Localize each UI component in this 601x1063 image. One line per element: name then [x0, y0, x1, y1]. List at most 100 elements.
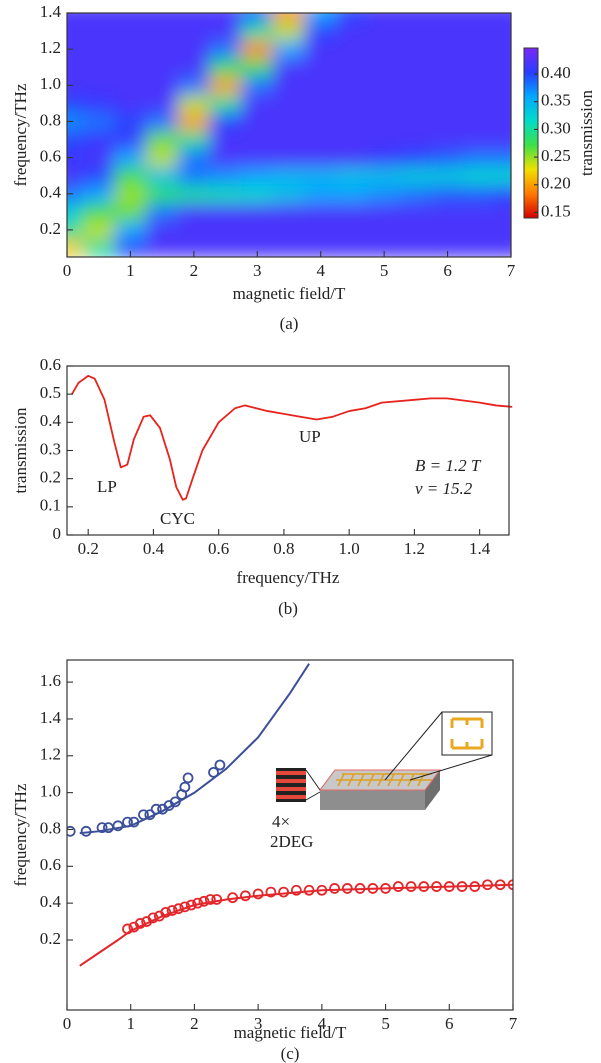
data-point [160, 906, 172, 918]
x-tick-label: 6 [445, 1014, 454, 1033]
heatmap-cell [399, 39, 433, 59]
heatmap-cell [145, 166, 179, 186]
plot-frame [66, 12, 512, 258]
heatmap-cell [240, 111, 274, 131]
heatmap-cell [304, 39, 338, 59]
heatmap-cell [209, 93, 242, 113]
heatmap-cell [114, 93, 147, 113]
heatmap-cell [114, 21, 147, 41]
heatmap [67, 13, 511, 257]
data-point [208, 766, 219, 778]
heatmap-cell [399, 129, 433, 150]
heatmap-cell [145, 39, 179, 59]
heatmap-cell [272, 21, 306, 41]
y-tick-label: 0 [53, 524, 62, 543]
data-point [354, 883, 366, 894]
colorbar [523, 47, 539, 219]
data-point [179, 901, 191, 913]
heatmap-cell [82, 93, 116, 113]
heatmap-cell [431, 75, 464, 95]
heatmap-cell [462, 75, 496, 95]
heatmap-cell [209, 13, 242, 23]
heatmap-cell [177, 93, 211, 113]
heatmap-cell [431, 57, 464, 77]
heatmap-cell [367, 75, 401, 95]
heatmap-cell [272, 93, 306, 113]
x-axis-label: magnetic field/T [234, 1023, 347, 1042]
y-tick-label: 1.4 [40, 2, 62, 21]
heatmap-cell [399, 166, 433, 186]
x-tick-label: 1.0 [339, 539, 360, 558]
heatmap-cell [336, 238, 369, 257]
heatmap-cell [431, 129, 464, 150]
heatmap-cell [67, 148, 84, 168]
y-tick-label: 1.6 [40, 671, 61, 690]
heatmap-cell [209, 57, 242, 77]
heatmap-cell [240, 13, 274, 23]
heatmap-cell [145, 75, 179, 95]
data-point [179, 781, 191, 793]
plot-area [67, 663, 513, 967]
heatmap-area [67, 13, 511, 257]
heatmap-cell [367, 21, 401, 41]
heatmap-cell [367, 93, 401, 113]
heatmap-cell [494, 111, 511, 131]
heatmap-cell [177, 184, 211, 204]
heatmap-cell [462, 21, 496, 41]
heatmap-cell [336, 129, 369, 150]
heatmap-cell [431, 202, 464, 222]
x-tick-label: 4 [316, 261, 325, 280]
x-tick-label: 2 [190, 261, 199, 280]
heatmap-cell [494, 39, 511, 59]
data-point [482, 879, 493, 891]
heatmap-cell [145, 184, 179, 204]
heatmap-cell [462, 238, 496, 257]
y-tick-label: 0.4 [40, 183, 62, 202]
y-tick-label: 0.2 [40, 929, 61, 948]
heatmap-cell [367, 148, 401, 168]
heatmap-cell [209, 166, 242, 186]
heatmap-cell [145, 129, 179, 150]
heatmap-cell [67, 21, 84, 41]
y-tick-label: 0.1 [40, 496, 61, 515]
annotation: UP [299, 427, 321, 446]
heatmap-cell [431, 148, 464, 168]
data-point [192, 897, 204, 909]
heatmap-cell [494, 220, 511, 240]
y-tick-label: 0.2 [40, 468, 61, 487]
data-point [122, 816, 133, 828]
heatmap-cell [145, 148, 179, 168]
heatmap-cell [114, 13, 147, 23]
heatmap-cell [304, 184, 338, 204]
data-point [278, 886, 290, 898]
data-point [341, 883, 353, 894]
annotation: LP [97, 477, 117, 496]
annotation: 4× [272, 812, 290, 831]
heatmap-cell [399, 75, 433, 95]
heatmap-cell [494, 166, 511, 186]
heatmap-cell [177, 39, 211, 59]
heatmap-cell [209, 220, 242, 240]
x-tick-label: 0 [63, 1014, 72, 1033]
data-point [150, 803, 162, 815]
colorbar-label: transmission [577, 90, 596, 176]
heatmap-cell [209, 111, 242, 131]
heatmap-cell [82, 184, 116, 204]
x-tick-label: 1 [126, 261, 135, 280]
heatmap-cell [145, 111, 179, 131]
heatmap-cell [399, 13, 433, 23]
heatmap-cell [67, 13, 84, 23]
heatmap-cell [304, 111, 338, 131]
heatmap-cell [67, 202, 84, 222]
heatmap-cell [462, 129, 496, 150]
heatmap-cell [272, 148, 306, 168]
heatmap-cell [494, 75, 511, 95]
heatmap-cell [462, 148, 496, 168]
heatmap-cell [494, 202, 511, 222]
heatmap-cell [367, 39, 401, 59]
y-axis-label: transmission [11, 407, 30, 493]
heatmap-cell [114, 166, 147, 186]
y-tick-label: 0.8 [40, 818, 61, 837]
data-point [227, 892, 239, 904]
